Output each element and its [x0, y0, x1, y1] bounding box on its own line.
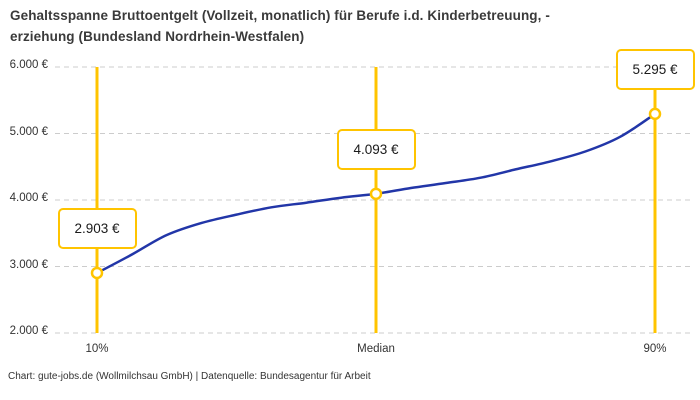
- value-callout-box: 4.093 €: [336, 128, 416, 170]
- x-axis-tick-label: 90%: [643, 343, 667, 355]
- value-callout-box: 2.903 €: [57, 207, 137, 249]
- chart-source-credit: Chart: gute-jobs.de (Wollmilchsau GmbH) …: [8, 371, 371, 382]
- data-point-marker: [369, 187, 383, 201]
- chart-title-line-2: erziehung (Bundesland Nordrhein-Westfale…: [10, 29, 305, 44]
- y-axis-tick-label: 6.000 €: [9, 59, 48, 71]
- y-axis-tick-label: 2.000 €: [9, 325, 48, 337]
- x-axis-tick-label: Median: [357, 343, 395, 355]
- chart-title-line-1: Gehaltsspanne Bruttoentgelt (Vollzeit, m…: [10, 8, 550, 23]
- chart-title: Gehaltsspanne Bruttoentgelt (Vollzeit, m…: [10, 5, 692, 47]
- y-axis-tick-label: 4.000 €: [9, 192, 48, 204]
- data-point-marker: [90, 266, 104, 280]
- x-axis-tick-label: 10%: [85, 343, 109, 355]
- y-axis-tick-label: 3.000 €: [9, 258, 48, 271]
- data-point-marker: [648, 107, 662, 121]
- value-callout-box: 5.295 €: [615, 48, 695, 90]
- y-axis-tick-label: 5.000 €: [9, 125, 48, 138]
